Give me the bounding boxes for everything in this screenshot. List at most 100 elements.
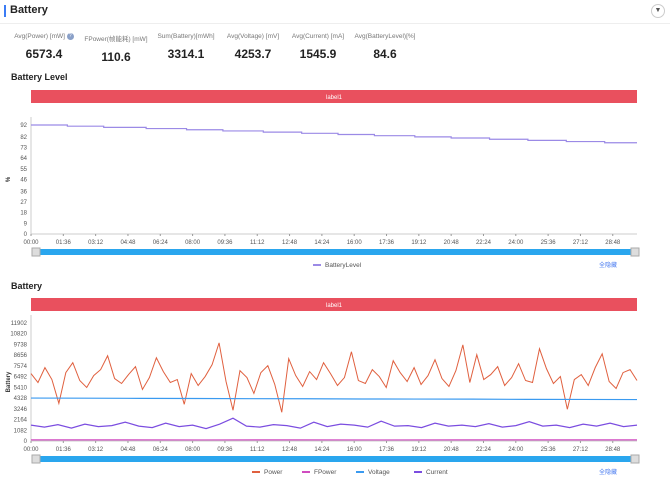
y-tick-label: 9738: [14, 342, 28, 348]
y-tick-label: 9: [24, 221, 28, 227]
x-tick-label: 27:12: [573, 447, 589, 453]
x-tick-label: 12:48: [282, 447, 298, 453]
stat-value: 4253.7: [234, 47, 272, 61]
legend-item-power[interactable]: Power: [264, 469, 283, 476]
chart-title-battery-level: Battery Level: [11, 72, 68, 82]
stat-value: 1545.9: [299, 47, 337, 61]
stat-avg-voltage: Avg(Voltage) [mV] 4253.7: [213, 33, 293, 61]
y-axis-label: %: [6, 176, 12, 182]
stat-value: 3314.1: [167, 47, 205, 61]
y-axis-label: Battery: [6, 371, 12, 392]
y-tick-label: 46: [20, 178, 27, 184]
y-tick-label: 82: [20, 135, 27, 141]
x-tick-label: 04:48: [120, 240, 136, 246]
x-tick-label: 06:24: [153, 447, 169, 453]
x-tick-label: 01:36: [56, 240, 72, 246]
banner: [31, 298, 637, 311]
x-tick-label: 06:24: [153, 240, 169, 246]
accent-bar: [4, 5, 6, 17]
page-title: Battery: [10, 4, 48, 16]
x-tick-label: 28:48: [605, 447, 621, 453]
x-tick-label: 19:12: [411, 240, 427, 246]
x-tick-label: 08:00: [185, 447, 201, 453]
stat-label: Sum(Battery)[mWh]: [157, 33, 215, 40]
zoom-slider-track[interactable]: [39, 249, 637, 255]
stat-value: 110.6: [101, 50, 131, 64]
x-tick-label: 11:12: [250, 447, 265, 453]
battery-chart: label1 0 1082 2164 3246 4328 5410 6492 7574 8656 9…: [6, 298, 640, 476]
y-tick-label: 8656: [14, 353, 28, 359]
legend-item-voltage[interactable]: Voltage: [368, 469, 390, 476]
y-tick-label: 92: [20, 123, 27, 129]
x-tick-label: 17:36: [379, 240, 395, 246]
stat-label: Avg(Current) [mA]: [291, 33, 345, 40]
stat-label: Avg(Voltage) [mV]: [226, 33, 280, 40]
zoom-slider-left-handle[interactable]: [31, 454, 41, 464]
y-tick-label: 18: [20, 211, 27, 217]
x-tick-label: 09:36: [217, 447, 233, 453]
stat-value: 6573.4: [25, 47, 63, 62]
stat-label: Avg(Power) [mW]: [14, 33, 65, 41]
y-tick-label: 4328: [14, 396, 28, 402]
series-line-batterylevel: [31, 124, 637, 144]
x-tick-label: 12:48: [282, 240, 298, 246]
x-tick-label: 22:24: [476, 447, 492, 453]
y-tick-label: 5410: [14, 385, 28, 391]
x-tick-label: 11:12: [250, 240, 265, 246]
zoom-slider-right-handle[interactable]: [630, 247, 640, 257]
x-tick-label: 28:48: [605, 240, 621, 246]
y-tick-label: 0: [24, 439, 28, 445]
stat-avg-battery-level: Avg(BatteryLevel)[%] 84.6: [345, 33, 425, 61]
x-tick-label: 17:36: [379, 447, 395, 453]
y-tick-label: 27: [20, 200, 27, 206]
stat-value: 84.6: [373, 47, 397, 61]
chevron-down-icon[interactable]: ▼: [651, 4, 665, 18]
legend-item-batterylevel[interactable]: BatteryLevel: [325, 262, 362, 269]
x-tick-label: 14:24: [314, 240, 330, 246]
x-tick-label: 16:00: [347, 447, 363, 453]
x-tick-label: 25:36: [541, 240, 557, 246]
x-tick-label: 09:36: [217, 240, 233, 246]
series-line-voltage: [30, 397, 638, 401]
x-tick-label: 25:36: [541, 447, 557, 453]
zoom-slider-left-handle[interactable]: [31, 247, 41, 257]
x-tick-label: 16:00: [347, 240, 363, 246]
stat-avg-current: Avg(Current) [mA] 1545.9: [278, 33, 358, 61]
stat-label: FPower(帧能耗) [mW]: [84, 36, 148, 43]
x-tick-label: 24:00: [508, 447, 524, 453]
y-tick-label: 7574: [14, 364, 28, 370]
y-tick-label: 2164: [14, 418, 28, 424]
section-header: Battery ▼: [0, 0, 670, 24]
x-tick-label: 03:12: [88, 447, 104, 453]
banner-label: label1: [326, 303, 343, 309]
y-tick-label: 11902: [11, 321, 28, 327]
x-tick-label: 24:00: [508, 240, 524, 246]
battery-level-chart: label1 0 9 18 27 36 46 55 64 73 82 92% 00:00 01:36 03:…: [6, 90, 640, 269]
hide-all-link[interactable]: 全隐藏: [599, 261, 617, 269]
legend-item-fpower[interactable]: FPower: [314, 469, 337, 476]
y-tick-label: 0: [24, 232, 28, 238]
x-tick-label: 20:48: [444, 447, 460, 453]
x-tick-label: 20:48: [444, 240, 460, 246]
x-tick-label: 00:00: [23, 240, 39, 246]
y-tick-label: 55: [20, 167, 27, 173]
y-tick-label: 10820: [10, 332, 27, 338]
zoom-slider-track[interactable]: [39, 456, 637, 462]
x-tick-label: 22:24: [476, 240, 492, 246]
zoom-slider-right-handle[interactable]: [630, 454, 640, 464]
x-tick-label: 04:48: [120, 447, 136, 453]
stat-avg-power: Avg(Power) [mW] ? 6573.4: [4, 33, 84, 61]
hide-all-link[interactable]: 全隐藏: [599, 468, 617, 476]
legend-item-current[interactable]: Current: [426, 469, 448, 476]
x-tick-label: 19:12: [411, 447, 427, 453]
help-icon[interactable]: ?: [66, 33, 74, 40]
y-tick-label: 6492: [14, 375, 28, 381]
series-line-current: [30, 417, 638, 430]
stat-label: Avg(BatteryLevel)[%]: [354, 33, 416, 40]
x-tick-label: 14:24: [314, 447, 330, 453]
chart-title-battery: Battery: [11, 281, 43, 291]
x-tick-label: 00:00: [23, 447, 39, 453]
banner-label: label1: [326, 95, 343, 101]
y-tick-label: 3246: [14, 407, 28, 413]
x-tick-label: 01:36: [56, 447, 72, 453]
